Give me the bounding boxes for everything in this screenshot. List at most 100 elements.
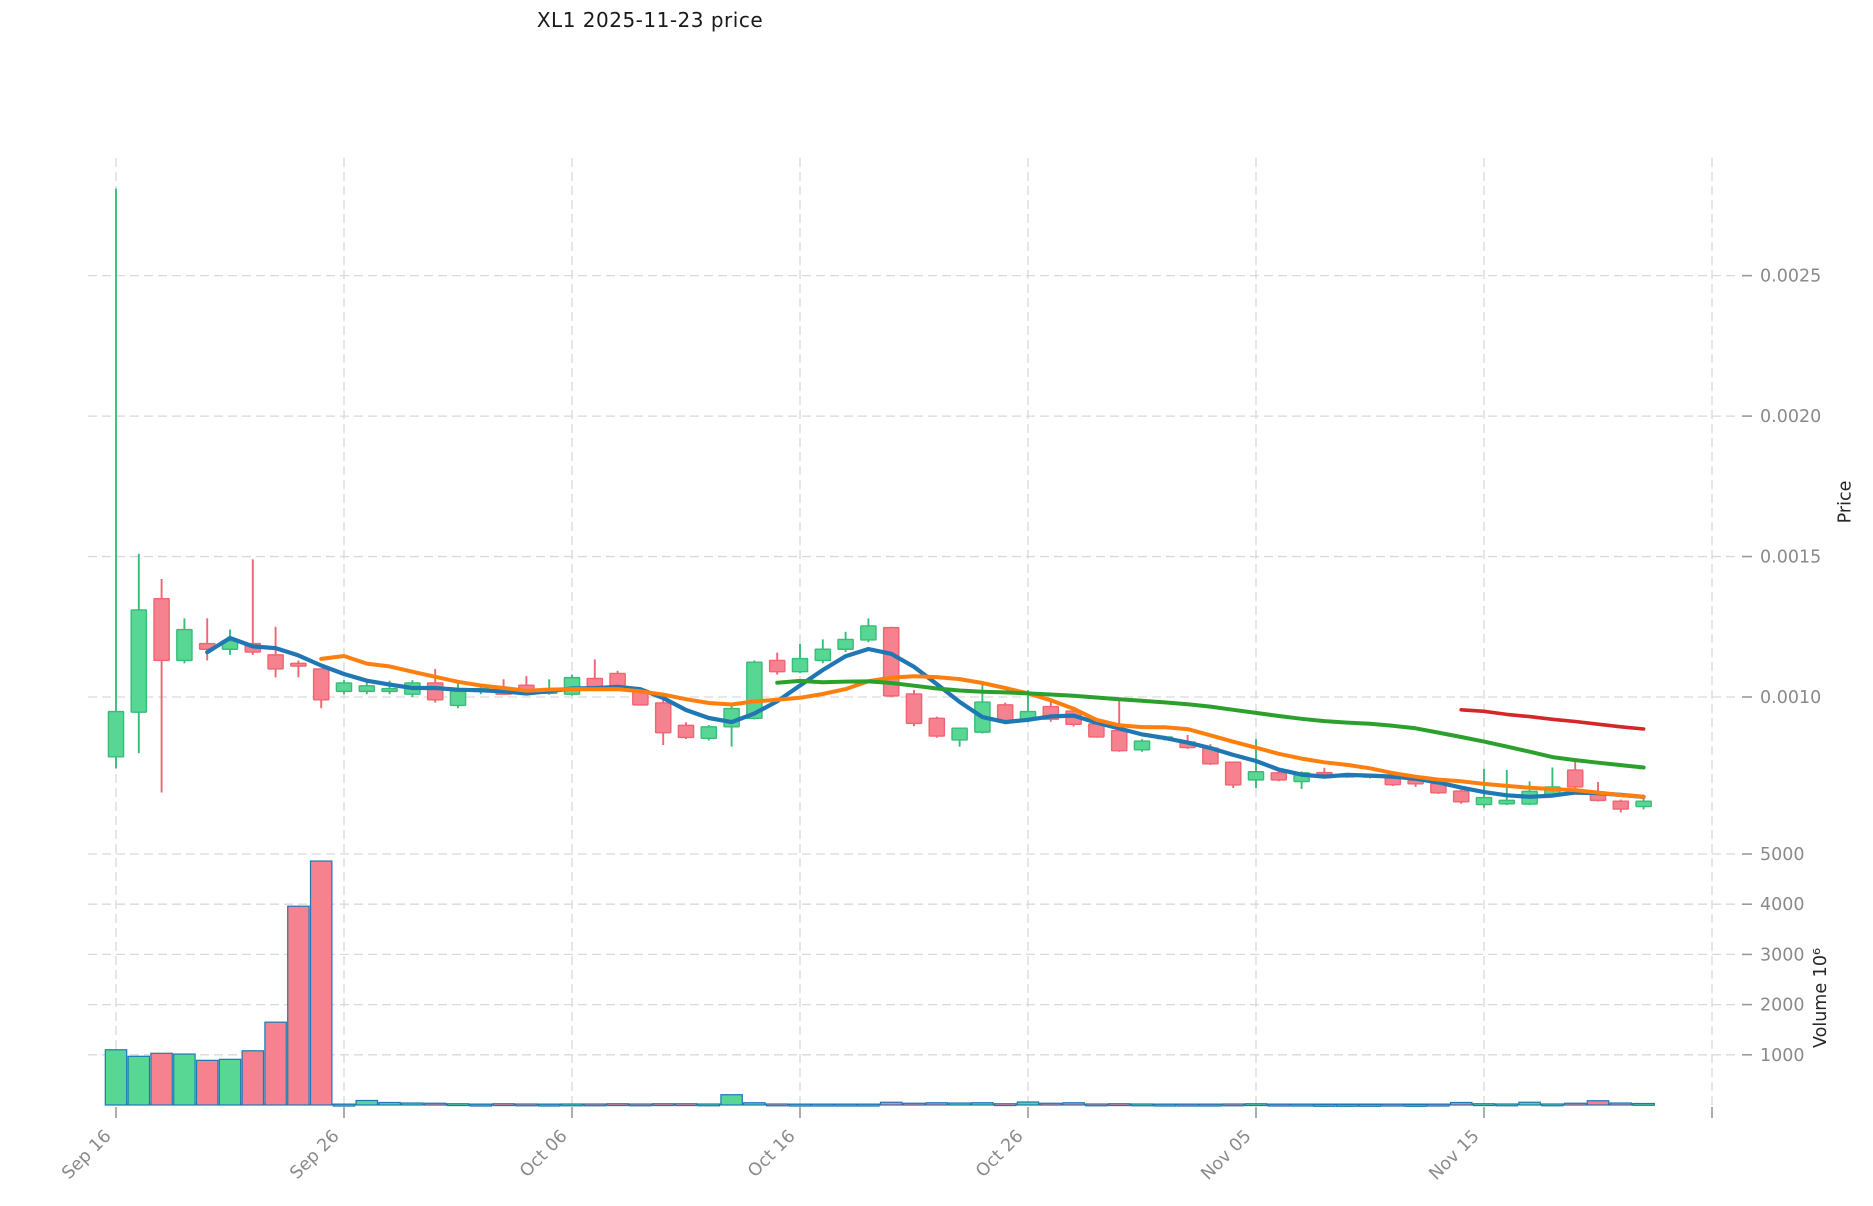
candle-body <box>1224 761 1242 786</box>
candle-body <box>905 693 923 725</box>
volume-bar <box>1153 1103 1177 1107</box>
candle-body <box>654 702 672 734</box>
volume-bar <box>583 1103 607 1107</box>
volume-bar <box>1495 1103 1519 1107</box>
volume-bar <box>560 1103 584 1107</box>
candle-body <box>1566 769 1584 788</box>
candle-body <box>1110 730 1128 752</box>
volume-bar <box>1586 1100 1610 1106</box>
volume-bar <box>834 1103 857 1107</box>
volume-bar <box>651 1103 675 1107</box>
candle-body <box>860 625 877 641</box>
x-tick-label: Oct 16 <box>744 1126 799 1181</box>
volume-bar <box>1130 1103 1154 1107</box>
sma5-line <box>205 635 1646 799</box>
volume-bar <box>674 1103 698 1107</box>
volume-bar <box>697 1103 721 1107</box>
volume-bar <box>1244 1103 1268 1107</box>
candle-body <box>563 676 581 695</box>
candle-body <box>153 597 170 662</box>
volume-bar <box>1541 1103 1564 1107</box>
volume-tick-label: 3000 <box>1760 945 1805 965</box>
candle-body <box>449 690 467 707</box>
candle-body <box>130 609 148 713</box>
volume-bar <box>1381 1103 1405 1107</box>
volume-bar <box>1290 1103 1313 1107</box>
candle-body <box>586 677 604 688</box>
volume-bar <box>309 860 333 1106</box>
volume-bar <box>993 1103 1017 1107</box>
volume-bar <box>264 1021 287 1106</box>
volume-bar <box>241 1050 265 1106</box>
price-tick-label: 0.0010 <box>1760 688 1821 708</box>
candle-body <box>1270 772 1288 781</box>
volume-bar <box>401 1102 424 1106</box>
volume-bar <box>948 1102 971 1106</box>
volume-bar <box>1267 1103 1291 1107</box>
volume-bar <box>127 1055 151 1106</box>
x-tick-label: Nov 05 <box>1198 1126 1256 1184</box>
candle-body <box>1133 740 1151 751</box>
sma60-line <box>1459 708 1646 731</box>
volume-bar <box>1563 1102 1587 1106</box>
volume-bar <box>971 1102 994 1106</box>
volume-bar <box>1427 1103 1450 1107</box>
volume-bars <box>104 860 1655 1107</box>
volume-bar <box>1062 1102 1085 1106</box>
volume-bar <box>1313 1103 1336 1107</box>
candle-body <box>1316 771 1333 776</box>
candle-body <box>267 654 284 670</box>
candle-body <box>176 628 193 662</box>
volume-bar <box>788 1103 812 1107</box>
volume-bar <box>515 1103 538 1107</box>
candle-body <box>928 717 946 737</box>
candle-body <box>746 661 763 720</box>
volume-bar <box>1358 1103 1382 1107</box>
sma10-line <box>319 654 1646 799</box>
candle-body <box>837 638 854 650</box>
price-axis-label: Price <box>1835 480 1856 524</box>
gridlines <box>88 158 1738 1105</box>
candle-body <box>290 662 307 667</box>
price-tick-label: 0.0015 <box>1760 548 1821 568</box>
candle-body <box>381 687 398 693</box>
candle-body <box>1475 796 1493 806</box>
price-tick-label: 0.0020 <box>1760 407 1821 427</box>
candle-body <box>791 657 809 673</box>
volume-bar <box>378 1101 401 1106</box>
price-tick-label: 0.0025 <box>1760 267 1821 287</box>
candle-body <box>951 727 968 741</box>
volume-bar <box>629 1103 652 1107</box>
volume-bar <box>1632 1102 1655 1106</box>
volume-bar <box>1176 1103 1199 1107</box>
candle-body <box>1635 800 1652 808</box>
volume-bar <box>1221 1103 1245 1107</box>
volume-bar <box>173 1053 196 1106</box>
volume-bar <box>195 1059 219 1106</box>
volume-bar <box>1449 1101 1473 1106</box>
volume-tick-label: 5000 <box>1760 845 1805 865</box>
volume-bar <box>446 1103 470 1107</box>
candle-body <box>358 685 376 693</box>
candle-body <box>1612 800 1630 810</box>
volume-bar <box>332 1103 356 1107</box>
x-tick-label: Oct 06 <box>516 1126 571 1181</box>
x-tick-label: Sep 26 <box>286 1126 343 1183</box>
candle-body <box>1247 771 1265 781</box>
volume-bar <box>1016 1101 1040 1106</box>
candle-body <box>996 704 1014 722</box>
x-tick-label: Sep 16 <box>58 1126 115 1183</box>
volume-bar <box>355 1099 379 1106</box>
volume-bar <box>720 1094 743 1106</box>
volume-bar <box>857 1103 880 1107</box>
volume-bar <box>1472 1103 1496 1107</box>
volume-bar <box>1335 1103 1359 1107</box>
x-tick-label: Nov 15 <box>1426 1126 1484 1184</box>
volume-bar <box>1107 1103 1131 1107</box>
volume-bar <box>765 1103 789 1107</box>
candle-body <box>1452 790 1470 803</box>
volume-bar <box>287 905 310 1106</box>
volume-bar <box>423 1102 447 1106</box>
